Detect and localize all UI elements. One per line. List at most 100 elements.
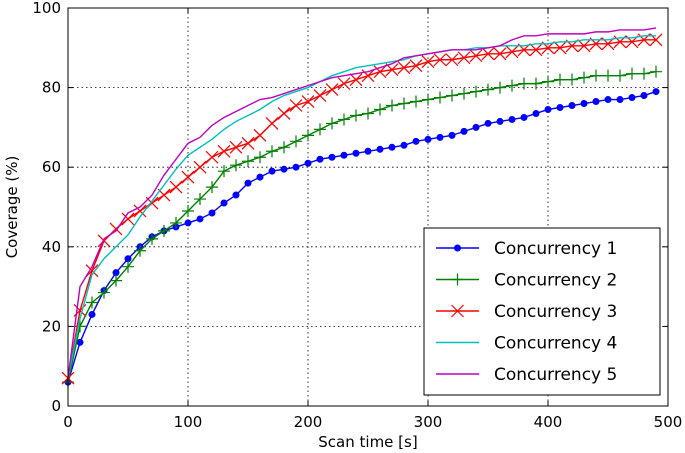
y-tick-label: 40	[42, 238, 61, 256]
series-5	[67, 27, 657, 379]
data-point	[602, 69, 614, 82]
series-line	[67, 35, 656, 379]
data-point	[217, 144, 231, 158]
data-point	[454, 244, 461, 252]
y-tick-label: 20	[42, 317, 61, 335]
data-point	[146, 232, 158, 245]
data-point	[206, 181, 218, 194]
data-point	[505, 45, 519, 59]
y-tick-label: 60	[42, 158, 61, 176]
legend-item: Concurrency 4	[436, 334, 617, 354]
data-point	[277, 107, 291, 120]
data-point	[266, 145, 278, 158]
data-point	[313, 89, 327, 102]
data-point	[328, 153, 336, 161]
x-tick-label: 400	[534, 413, 563, 431]
data-point	[481, 47, 495, 61]
data-point	[638, 67, 650, 80]
series-3	[61, 33, 663, 385]
data-point	[530, 77, 542, 90]
series-2	[62, 65, 662, 389]
data-point	[386, 99, 398, 112]
y-tick-label: 80	[42, 79, 61, 97]
data-point	[470, 85, 482, 98]
x-axis-label: Scan time [s]	[318, 433, 417, 451]
data-point	[520, 113, 528, 121]
data-point	[580, 100, 588, 108]
data-point	[230, 159, 242, 172]
data-point	[340, 151, 348, 159]
data-point	[424, 135, 432, 143]
x-tick-label: 300	[414, 413, 443, 431]
data-point	[451, 304, 464, 318]
data-point	[640, 92, 648, 100]
data-point	[544, 105, 552, 113]
data-point	[134, 244, 146, 257]
axis-ticks: 0 100 200 300 400 500 0 20 40 60 80 100	[32, 0, 682, 431]
data-point	[398, 97, 410, 110]
data-point	[338, 113, 350, 126]
data-point	[529, 43, 543, 57]
y-tick-label: 100	[32, 0, 61, 17]
data-point	[458, 87, 470, 100]
legend-label: Concurrency 3	[494, 302, 617, 322]
data-point	[205, 150, 219, 164]
data-point	[650, 65, 662, 78]
data-point	[397, 61, 411, 75]
legend-label: Concurrency 5	[494, 365, 617, 385]
data-point	[229, 140, 243, 154]
data-point	[256, 173, 264, 181]
data-point	[556, 104, 564, 111]
data-point	[554, 73, 566, 86]
legend-label: Concurrency 2	[494, 271, 617, 291]
data-point	[121, 212, 135, 226]
data-point	[614, 69, 626, 82]
legend-item: Concurrency 3	[436, 302, 617, 322]
x-tick-label: 500	[654, 413, 683, 431]
data-point	[590, 69, 602, 82]
data-point	[446, 89, 458, 102]
data-point	[290, 135, 302, 148]
legend-item: Concurrency 5	[436, 365, 617, 385]
data-point	[433, 53, 447, 67]
data-point	[616, 96, 624, 104]
data-point	[244, 179, 252, 187]
data-point	[494, 81, 506, 94]
data-point	[278, 141, 290, 154]
legend-item: Concurrency 1	[436, 239, 617, 259]
data-point	[410, 95, 422, 108]
data-point	[626, 67, 638, 80]
data-point	[337, 77, 351, 91]
data-point	[388, 143, 396, 151]
data-point	[362, 107, 374, 120]
data-point	[577, 39, 591, 53]
data-point	[302, 129, 314, 142]
data-point	[496, 117, 504, 125]
data-point	[469, 49, 483, 63]
data-point	[409, 59, 423, 73]
data-point	[289, 99, 303, 112]
data-point	[460, 127, 468, 135]
data-point	[218, 165, 230, 178]
data-point	[254, 151, 266, 164]
data-point	[421, 55, 435, 69]
data-point	[326, 117, 338, 130]
data-point	[292, 163, 300, 171]
data-point	[374, 103, 386, 116]
data-point	[74, 320, 86, 333]
data-point	[184, 219, 192, 227]
data-point	[316, 155, 324, 163]
x-tick-label: 0	[63, 413, 73, 431]
data-point	[451, 273, 464, 286]
data-point	[169, 180, 183, 194]
data-point	[508, 115, 516, 123]
plot-frame	[67, 7, 669, 407]
data-point	[301, 95, 315, 108]
data-point	[194, 193, 206, 206]
data-point	[208, 209, 216, 217]
data-point	[484, 119, 492, 127]
data-point	[566, 73, 578, 86]
data-point	[376, 145, 384, 153]
data-point	[253, 128, 267, 142]
